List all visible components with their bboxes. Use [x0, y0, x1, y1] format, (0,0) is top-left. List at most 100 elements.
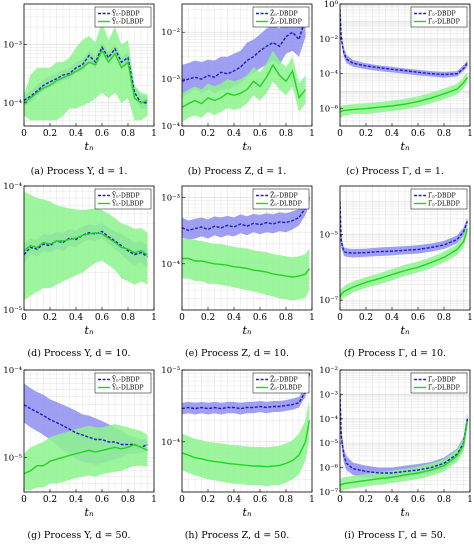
plot-frame	[181, 369, 313, 493]
y-tick-label: 10⁻³	[319, 390, 338, 400]
band-dbdp	[340, 195, 468, 258]
series-line-dbdp	[340, 201, 469, 254]
panel-h: 0 0.2 0.4 0.6 0.8 1 tₙ 10⁻³ 10⁻⁴ Z̄ₙ-DBDPZ̄ₙ-DLBD…	[161, 366, 315, 519]
series-line-dbdp	[182, 17, 307, 82]
y-tick-label: 10⁻⁴	[161, 122, 180, 132]
x-tick-label: 0.8	[279, 129, 294, 139]
plot-frame	[339, 369, 471, 493]
y-tick-label: 10⁻⁴	[3, 366, 22, 376]
x-tick-label: 0.8	[279, 313, 294, 323]
y-tick-label: 10⁻³	[3, 41, 22, 51]
x-tick-label: 1	[467, 495, 473, 505]
x-tick-label: 0.4	[227, 313, 242, 323]
x-tick-label: 0.8	[121, 495, 136, 505]
x-axis-label: tₙ	[85, 324, 94, 337]
legend-label-dbdp: Ȳₙ-DBDP	[111, 193, 139, 200]
x-tick-label: 0.2	[359, 313, 373, 323]
x-axis-label: tₙ	[243, 140, 252, 153]
x-tick-label: 0	[179, 313, 185, 323]
y-tick-label: 10⁻⁷	[319, 296, 338, 306]
plot-area	[340, 195, 469, 304]
legend-label-dlbdp: Γ̄ₙ-DLBDP	[428, 19, 460, 26]
x-tick-label: 1	[467, 129, 473, 139]
x-tick-label: 0.2	[201, 495, 215, 505]
legend-label-dbdp: Z̄ₙ-DBDP	[270, 193, 298, 200]
legend-label-dlbdp: Ȳₙ-DLBDP	[111, 201, 144, 208]
x-tick-label: 0.6	[95, 495, 110, 505]
series-line-dbdp	[24, 404, 148, 449]
y-tick-label: 10⁻⁴	[161, 260, 180, 270]
x-tick-label: 0.8	[437, 129, 452, 139]
x-tick-label: 0.6	[411, 129, 426, 139]
x-tick-label: 1	[467, 313, 473, 323]
series-line-dlbdp	[182, 63, 307, 108]
x-tick-label: 0.4	[385, 313, 400, 323]
legend-label-dbdp: Z̄ₙ-DBDP	[270, 11, 298, 18]
legend-label-dbdp: Z̄ₙ-DBDP	[270, 377, 298, 384]
x-tick-label: 0.2	[43, 495, 57, 505]
legend-label-dlbdp: Ȳₙ-DLBDP	[111, 19, 144, 26]
y-tick-label: 10⁻²	[319, 35, 338, 45]
series-line-dlbdp	[24, 443, 148, 475]
x-tick-label: 0.6	[95, 129, 110, 139]
band-dlbdp	[340, 414, 468, 491]
x-axis-label: tₙ	[401, 506, 410, 519]
x-tick-label: 1	[309, 495, 315, 505]
legend-label-dlbdp: Γ̄ₙ-DLBDP	[428, 201, 460, 208]
y-tick-label: 10⁻³	[161, 366, 180, 376]
x-tick-label: 0.4	[385, 129, 400, 139]
plot-area	[340, 387, 469, 491]
panel-i: 0 0.2 0.4 0.6 0.8 1 tₙ 10⁻² 10⁻³ 10⁻⁴ 10⁻⁵ 10⁻⁶ 10⁻⁷…	[319, 366, 473, 519]
caption-g: (g) Process Y, d = 50.	[27, 530, 131, 541]
x-tick-label: 0.8	[121, 313, 136, 323]
band-dlbdp	[340, 72, 468, 118]
band-dlbdp	[24, 21, 148, 121]
x-tick-label: 0.6	[253, 129, 268, 139]
legend-label-dbdp: Γ̄ₙ-DBDP	[428, 193, 456, 200]
band-dbdp	[182, 192, 310, 240]
y-tick-label: 10⁻⁵	[319, 230, 338, 240]
x-tick-label: 0	[21, 129, 27, 139]
series-line-dbdp	[182, 373, 311, 410]
x-tick-label: 0.2	[43, 129, 57, 139]
y-tick-label: 10⁻⁶	[319, 105, 338, 115]
x-tick-label: 0	[337, 313, 343, 323]
legend-label-dbdp: Ȳₙ-DBDP	[111, 11, 139, 18]
caption-i: (i) Process Γ, d = 50.	[344, 530, 446, 541]
series-line-dlbdp	[24, 231, 148, 256]
y-tick-label: 10⁻³	[161, 75, 180, 85]
plot-frame	[339, 185, 471, 311]
caption-a: (a) Process Y, d = 1.	[30, 166, 128, 177]
caption-d: (d) Process Y, d = 10.	[27, 348, 131, 359]
series-line-dlbdp	[340, 228, 469, 298]
panel-c: 0 0.2 0.4 0.6 0.8 1 tₙ 10⁰ 10⁻² 10⁻⁴ 10⁻⁶ Γ̄ₙ-DBDPΓ…	[319, 0, 473, 153]
x-tick-label: 0.4	[69, 495, 84, 505]
band-dbdp	[182, 370, 310, 415]
x-tick-label: 0.6	[411, 495, 426, 505]
legend-label-dlbdp: Z̄ₙ-DLBDP	[270, 385, 302, 392]
band-dlbdp	[182, 398, 310, 487]
y-tick-label: 10⁻⁵	[3, 306, 22, 316]
plot-frame	[181, 185, 313, 311]
plot-frame	[23, 369, 155, 493]
caption-f: (f) Process Γ, d = 10.	[343, 348, 447, 359]
series-line-dbdp	[340, 9, 468, 76]
legend-label-dlbdp: Ȳₙ-DLBDP	[111, 385, 144, 392]
x-tick-label: 0.4	[385, 495, 400, 505]
legend-label-dbdp: Ȳₙ-DBDP	[111, 377, 139, 384]
x-tick-label: 0	[21, 495, 27, 505]
x-tick-label: 0.2	[43, 313, 57, 323]
x-tick-label: 0.8	[121, 129, 136, 139]
y-tick-label: 10⁻⁵	[3, 453, 22, 463]
y-tick-label: 10⁻⁴	[319, 415, 338, 425]
y-tick-label: 10⁻²	[319, 366, 338, 376]
x-tick-label: 0.4	[227, 129, 242, 139]
series-line-dlbdp	[340, 421, 469, 486]
x-tick-label: 0	[179, 129, 185, 139]
series-line-dbdp	[340, 394, 469, 474]
plot-area	[182, 370, 311, 487]
y-tick-label: 10⁰	[324, 0, 339, 10]
x-tick-label: 0.6	[411, 313, 426, 323]
x-tick-label: 0	[179, 495, 185, 505]
